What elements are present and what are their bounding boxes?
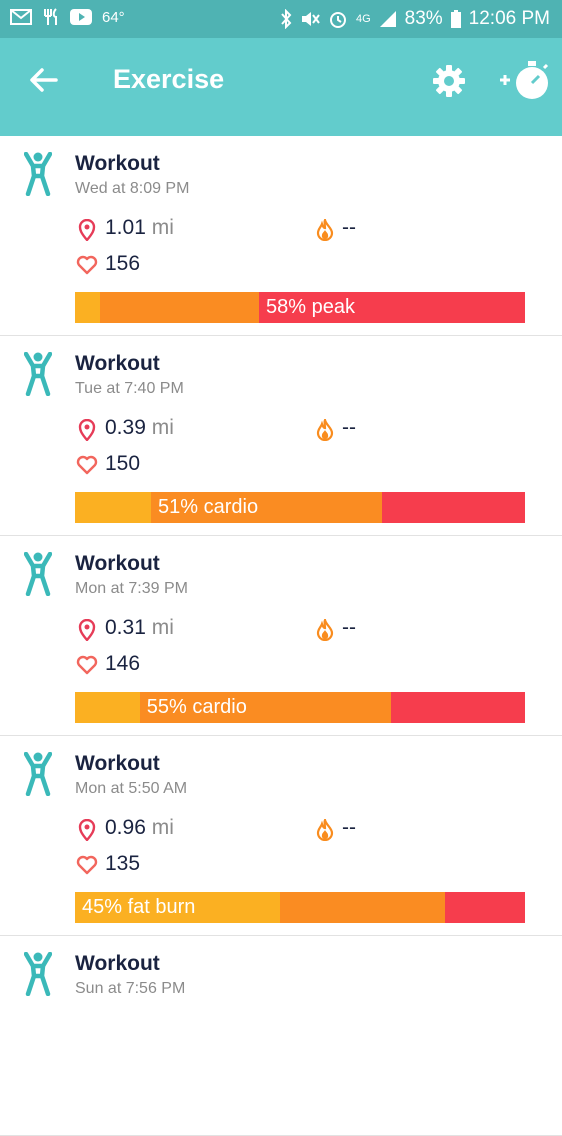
mute-icon: [301, 12, 320, 26]
person-icon: [23, 551, 53, 597]
gear-icon[interactable]: [432, 64, 466, 98]
heart-rate-zones-bar: 58% peak: [75, 292, 525, 323]
workout-list: Workout Wed at 8:09 PM 1.01 mi -- 156 58% pea…: [0, 136, 562, 1136]
heart-rate-text: 156: [105, 252, 141, 275]
workout-title: Workout: [75, 552, 160, 575]
flame-icon: [316, 416, 334, 442]
person-icon: [23, 351, 53, 397]
person-icon: [23, 151, 53, 197]
calories-text: --: [342, 816, 356, 839]
clock: 12:06 PM: [468, 8, 550, 29]
workout-title: Workout: [75, 752, 160, 775]
network-type-text: 4G: [355, 13, 371, 25]
bluetooth-icon: [281, 9, 292, 29]
person-icon: [23, 751, 53, 797]
zone-segment-peak: [445, 892, 525, 923]
heart-rate-zones-bar: 51% cardio: [75, 492, 525, 523]
temperature-text: 64°: [102, 8, 125, 26]
heart-icon: [76, 455, 98, 475]
zone-segment-cardio: [151, 492, 382, 523]
zone-label: 55% cardio: [146, 696, 247, 718]
workout-title: Workout: [75, 352, 160, 375]
location-pin-icon: [78, 818, 96, 842]
zone-label: 45% fat burn: [82, 896, 196, 918]
workout-time: Tue at 7:40 PM: [75, 380, 184, 397]
workout-title: Workout: [75, 952, 160, 975]
zone-segment-fat-burn: [75, 692, 140, 723]
heart-rate-text: 146: [105, 652, 141, 675]
heart-icon: [76, 855, 98, 875]
flame-icon: [316, 816, 334, 842]
page-title: Exercise: [113, 64, 225, 94]
distance-text: 0.31 mi: [105, 616, 174, 640]
workout-time: Mon at 7:39 PM: [75, 580, 188, 597]
flame-icon: [316, 616, 334, 642]
location-pin-icon: [78, 218, 96, 242]
heart-icon: [76, 655, 98, 675]
distance-value: 0.39: [105, 416, 146, 439]
alarm-icon: [329, 12, 346, 28]
zone-segment-peak: [390, 692, 525, 723]
workout-time: Wed at 8:09 PM: [75, 180, 190, 197]
zone-segment-peak: [381, 492, 525, 523]
zone-segment-cardio: [139, 692, 391, 723]
location-pin-icon: [78, 418, 96, 442]
calories-text: --: [342, 616, 356, 639]
zone-segment-fat-burn: [75, 492, 152, 523]
zone-segment-fat-burn: [75, 892, 281, 923]
heart-rate-zones-bar: 55% cardio: [75, 692, 525, 723]
person-icon: [23, 951, 53, 997]
calories-text: --: [342, 416, 356, 439]
workout-card[interactable]: Workout Mon at 5:50 AM 0.96 mi -- 135 45% fat…: [0, 736, 562, 936]
distance-text: 1.01 mi: [105, 216, 174, 240]
heart-icon: [76, 255, 98, 275]
zone-segment-cardio: [100, 292, 260, 323]
heart-rate-text: 135: [105, 852, 141, 875]
workout-card[interactable]: Workout Wed at 8:09 PM 1.01 mi -- 156 58% pea…: [0, 136, 562, 336]
signal-icon: [379, 11, 396, 27]
zone-segment-fat-burn: [75, 292, 101, 323]
workout-card[interactable]: Workout Tue at 7:40 PM 0.39 mi -- 150 51% car…: [0, 336, 562, 536]
zone-segment-cardio: [280, 892, 446, 923]
battery-percent: 83%: [404, 8, 443, 29]
workout-time: Sun at 7:56 PM: [75, 980, 186, 997]
heart-rate-zones-bar: 45% fat burn: [75, 892, 525, 923]
youtube-icon: [70, 9, 92, 25]
location-pin-icon: [78, 618, 96, 642]
distance-value: 0.31: [105, 616, 146, 639]
zone-segment-peak: [259, 292, 525, 323]
restaurant-icon: [44, 8, 57, 25]
gmail-icon: [10, 9, 32, 25]
flame-icon: [316, 216, 334, 242]
distance-unit: mi: [151, 216, 174, 239]
workout-title: Workout: [75, 152, 160, 175]
add-timer-icon[interactable]: [498, 58, 550, 102]
workout-card[interactable]: Workout Sun at 7:56 PM: [0, 936, 562, 1136]
app-bar-strip: [0, 124, 562, 136]
workout-time: Mon at 5:50 AM: [75, 780, 188, 797]
workout-card[interactable]: Workout Mon at 7:39 PM 0.31 mi -- 146 55% car…: [0, 536, 562, 736]
status-bar: 64° 4G 83% 12:06 PM: [0, 0, 562, 38]
app-bar: Exercise: [0, 38, 562, 136]
zone-label: 58% peak: [266, 296, 356, 318]
distance-value: 0.96: [105, 816, 146, 839]
calories-text: --: [342, 216, 356, 239]
distance-text: 0.39 mi: [105, 416, 174, 440]
distance-unit: mi: [151, 416, 174, 439]
back-arrow-icon[interactable]: [28, 64, 60, 96]
distance-text: 0.96 mi: [105, 816, 174, 840]
distance-value: 1.01: [105, 216, 146, 239]
distance-unit: mi: [151, 616, 174, 639]
heart-rate-text: 150: [105, 452, 141, 475]
zone-label: 51% cardio: [158, 496, 259, 518]
distance-unit: mi: [151, 816, 174, 839]
battery-icon: [450, 10, 461, 28]
